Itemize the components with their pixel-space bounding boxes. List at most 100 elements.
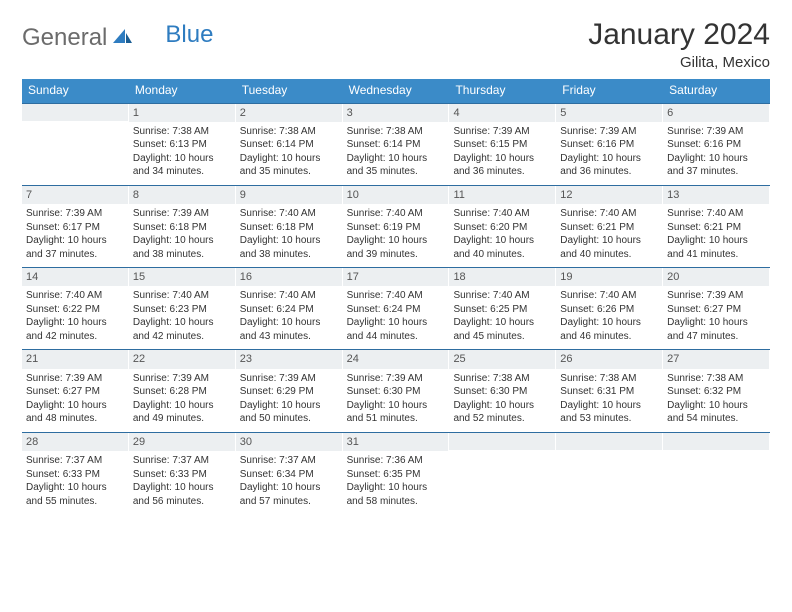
day-number: 6 [663,104,769,122]
calendar-day-cell: 17Sunrise: 7:40 AMSunset: 6:24 PMDayligh… [343,268,450,349]
daylight-text: Daylight: 10 hours and 43 minutes. [240,316,338,343]
weekday-header: Monday [129,79,236,103]
day-number: 19 [556,268,662,286]
calendar-day-cell: 5Sunrise: 7:39 AMSunset: 6:16 PMDaylight… [556,104,663,185]
day-body: Sunrise: 7:40 AMSunset: 6:20 PMDaylight:… [449,204,555,267]
day-number: 26 [556,350,662,368]
sunrise-text: Sunrise: 7:37 AM [133,454,231,468]
calendar-day-cell: 20Sunrise: 7:39 AMSunset: 6:27 PMDayligh… [663,268,770,349]
weekday-header: Thursday [449,79,556,103]
calendar-day-cell: 14Sunrise: 7:40 AMSunset: 6:22 PMDayligh… [22,268,129,349]
day-body: Sunrise: 7:39 AMSunset: 6:16 PMDaylight:… [556,122,662,185]
sunrise-text: Sunrise: 7:38 AM [453,372,551,386]
day-body: Sunrise: 7:38 AMSunset: 6:30 PMDaylight:… [449,369,555,432]
sunset-text: Sunset: 6:24 PM [240,303,338,317]
sunrise-text: Sunrise: 7:39 AM [240,372,338,386]
sunset-text: Sunset: 6:33 PM [26,468,124,482]
day-body: Sunrise: 7:40 AMSunset: 6:24 PMDaylight:… [343,286,449,349]
sunrise-text: Sunrise: 7:39 AM [453,125,551,139]
calendar-day-cell [663,433,770,514]
day-body: Sunrise: 7:40 AMSunset: 6:21 PMDaylight:… [556,204,662,267]
calendar-day-cell: 10Sunrise: 7:40 AMSunset: 6:19 PMDayligh… [343,186,450,267]
daylight-text: Daylight: 10 hours and 44 minutes. [347,316,445,343]
sunrise-text: Sunrise: 7:40 AM [453,289,551,303]
sunrise-text: Sunrise: 7:38 AM [347,125,445,139]
daylight-text: Daylight: 10 hours and 52 minutes. [453,399,551,426]
calendar-week-row: 7Sunrise: 7:39 AMSunset: 6:17 PMDaylight… [22,185,770,267]
sunrise-text: Sunrise: 7:40 AM [560,289,658,303]
daylight-text: Daylight: 10 hours and 38 minutes. [240,234,338,261]
day-number: 18 [449,268,555,286]
day-number [22,104,128,121]
calendar-week-row: 21Sunrise: 7:39 AMSunset: 6:27 PMDayligh… [22,349,770,431]
daylight-text: Daylight: 10 hours and 39 minutes. [347,234,445,261]
day-body [556,450,662,512]
calendar-day-cell [22,104,129,185]
calendar-day-cell: 8Sunrise: 7:39 AMSunset: 6:18 PMDaylight… [129,186,236,267]
daylight-text: Daylight: 10 hours and 34 minutes. [133,152,231,179]
daylight-text: Daylight: 10 hours and 54 minutes. [667,399,765,426]
daylight-text: Daylight: 10 hours and 42 minutes. [26,316,124,343]
sunset-text: Sunset: 6:34 PM [240,468,338,482]
day-number: 10 [343,186,449,204]
sunset-text: Sunset: 6:21 PM [560,221,658,235]
sunset-text: Sunset: 6:29 PM [240,385,338,399]
day-body: Sunrise: 7:36 AMSunset: 6:35 PMDaylight:… [343,451,449,514]
sunrise-text: Sunrise: 7:40 AM [347,289,445,303]
daylight-text: Daylight: 10 hours and 41 minutes. [667,234,765,261]
weekday-header: Sunday [22,79,129,103]
calendar-week-row: 1Sunrise: 7:38 AMSunset: 6:13 PMDaylight… [22,103,770,185]
day-body: Sunrise: 7:40 AMSunset: 6:22 PMDaylight:… [22,286,128,349]
day-number: 31 [343,433,449,451]
calendar-day-cell: 28Sunrise: 7:37 AMSunset: 6:33 PMDayligh… [22,433,129,514]
weekday-header: Friday [556,79,663,103]
sunset-text: Sunset: 6:33 PM [133,468,231,482]
day-body: Sunrise: 7:37 AMSunset: 6:34 PMDaylight:… [236,451,342,514]
day-body: Sunrise: 7:39 AMSunset: 6:30 PMDaylight:… [343,369,449,432]
daylight-text: Daylight: 10 hours and 42 minutes. [133,316,231,343]
daylight-text: Daylight: 10 hours and 58 minutes. [347,481,445,508]
daylight-text: Daylight: 10 hours and 36 minutes. [560,152,658,179]
calendar-day-cell: 12Sunrise: 7:40 AMSunset: 6:21 PMDayligh… [556,186,663,267]
day-body: Sunrise: 7:39 AMSunset: 6:18 PMDaylight:… [129,204,235,267]
calendar-day-cell: 25Sunrise: 7:38 AMSunset: 6:30 PMDayligh… [449,350,556,431]
day-number: 12 [556,186,662,204]
logo-text-blue: Blue [165,21,213,49]
sunset-text: Sunset: 6:30 PM [453,385,551,399]
sunrise-text: Sunrise: 7:39 AM [347,372,445,386]
day-number: 20 [663,268,769,286]
sunset-text: Sunset: 6:27 PM [26,385,124,399]
daylight-text: Daylight: 10 hours and 55 minutes. [26,481,124,508]
daylight-text: Daylight: 10 hours and 51 minutes. [347,399,445,426]
sunset-text: Sunset: 6:14 PM [347,138,445,152]
day-number: 21 [22,350,128,368]
daylight-text: Daylight: 10 hours and 48 minutes. [26,399,124,426]
calendar-day-cell [449,433,556,514]
day-number [663,433,769,450]
day-body: Sunrise: 7:39 AMSunset: 6:29 PMDaylight:… [236,369,342,432]
page-title: January 2024 [588,18,770,52]
sunrise-text: Sunrise: 7:40 AM [133,289,231,303]
logo: General Blue [22,18,213,52]
sunrise-text: Sunrise: 7:38 AM [240,125,338,139]
sunrise-text: Sunrise: 7:38 AM [560,372,658,386]
sunrise-text: Sunrise: 7:40 AM [667,207,765,221]
day-body: Sunrise: 7:40 AMSunset: 6:24 PMDaylight:… [236,286,342,349]
day-number [449,433,555,450]
day-number: 14 [22,268,128,286]
calendar-week-row: 28Sunrise: 7:37 AMSunset: 6:33 PMDayligh… [22,432,770,514]
location-subtitle: Gilita, Mexico [588,54,770,71]
day-number: 2 [236,104,342,122]
calendar-day-cell: 1Sunrise: 7:38 AMSunset: 6:13 PMDaylight… [129,104,236,185]
sunset-text: Sunset: 6:23 PM [133,303,231,317]
calendar-day-cell: 15Sunrise: 7:40 AMSunset: 6:23 PMDayligh… [129,268,236,349]
day-body: Sunrise: 7:40 AMSunset: 6:19 PMDaylight:… [343,204,449,267]
day-number: 16 [236,268,342,286]
calendar-day-cell: 27Sunrise: 7:38 AMSunset: 6:32 PMDayligh… [663,350,770,431]
daylight-text: Daylight: 10 hours and 45 minutes. [453,316,551,343]
day-number: 28 [22,433,128,451]
calendar-day-cell: 18Sunrise: 7:40 AMSunset: 6:25 PMDayligh… [449,268,556,349]
daylight-text: Daylight: 10 hours and 53 minutes. [560,399,658,426]
day-body: Sunrise: 7:39 AMSunset: 6:27 PMDaylight:… [22,369,128,432]
day-body: Sunrise: 7:39 AMSunset: 6:16 PMDaylight:… [663,122,769,185]
